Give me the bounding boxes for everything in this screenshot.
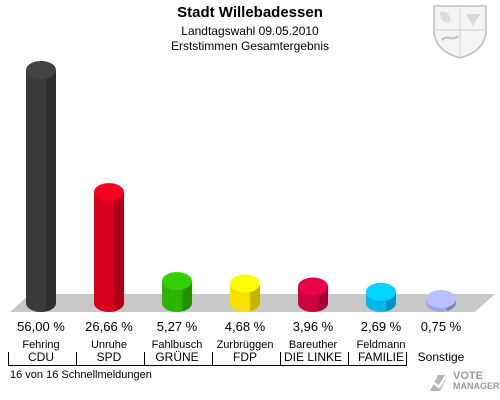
party-label: GRÜNE bbox=[155, 350, 199, 364]
candidate-label: Zurbrüggen bbox=[216, 339, 274, 351]
bar-cap bbox=[366, 282, 396, 301]
vote-manager-logo-icon bbox=[430, 372, 450, 391]
candidate-label: Feldmann bbox=[356, 339, 406, 351]
bar-cap bbox=[162, 272, 192, 291]
party-label: FDP bbox=[233, 350, 257, 364]
value-label: 4,68 % bbox=[224, 319, 266, 334]
candidate-label: Fahlbusch bbox=[151, 339, 203, 351]
bar-grüne bbox=[162, 272, 192, 312]
chart-subtitle-2: Erststimmen Gesamtergebnis bbox=[170, 39, 330, 53]
bar-cdu bbox=[26, 61, 56, 312]
value-label: 3,96 % bbox=[292, 319, 334, 334]
bar-fdp bbox=[230, 274, 260, 312]
coat-of-arms-icon bbox=[433, 5, 487, 59]
logo-line-2: MANAGER bbox=[453, 381, 500, 391]
party-label: Sonstige bbox=[417, 350, 465, 364]
candidate-label: Unruhe bbox=[90, 339, 128, 351]
axis-divider bbox=[8, 352, 9, 366]
party-label: FAMILIE bbox=[357, 350, 404, 364]
candidate-label: Bareuther bbox=[288, 339, 338, 351]
party-label: DIE LINKE bbox=[283, 350, 343, 364]
bar-sonstige bbox=[426, 290, 456, 312]
chart-title: Stadt Willebadessen bbox=[177, 4, 323, 21]
value-label: 56,00 % bbox=[17, 319, 65, 334]
value-label: 0,75 % bbox=[420, 319, 462, 334]
party-label: SPD bbox=[96, 350, 122, 364]
axis-divider bbox=[280, 352, 281, 366]
footer-status: 16 von 16 Schnellmeldungen bbox=[10, 369, 152, 381]
value-label: 5,27 % bbox=[156, 319, 198, 334]
bars-group bbox=[26, 61, 456, 312]
party-label: CDU bbox=[28, 350, 54, 364]
bar-shadow bbox=[114, 192, 124, 312]
axis-divider bbox=[212, 352, 213, 366]
bar-familie bbox=[366, 282, 396, 312]
bar-cap bbox=[230, 274, 260, 293]
axis-divider bbox=[144, 352, 145, 366]
bar-shadow bbox=[46, 70, 56, 312]
bar-cap bbox=[298, 277, 328, 296]
chart-subtitle: Landtagswahl 09.05.2010 bbox=[181, 24, 319, 38]
axis-divider bbox=[348, 352, 349, 366]
bar-die-linke bbox=[298, 277, 328, 312]
value-label: 2,69 % bbox=[360, 319, 402, 334]
bar-cap bbox=[26, 61, 56, 79]
axis-divider bbox=[406, 352, 407, 366]
bar-cap bbox=[426, 290, 456, 308]
logo-line-1: VOTE bbox=[453, 370, 483, 382]
value-label: 26,66 % bbox=[85, 319, 133, 334]
candidate-label: Fehring bbox=[22, 339, 60, 351]
axis-divider bbox=[76, 352, 77, 366]
vote-manager-logo-text: VOTE MANAGER bbox=[453, 370, 500, 392]
bar-spd bbox=[94, 183, 124, 312]
bar-cap bbox=[94, 183, 124, 202]
x-axis-line bbox=[8, 365, 406, 366]
